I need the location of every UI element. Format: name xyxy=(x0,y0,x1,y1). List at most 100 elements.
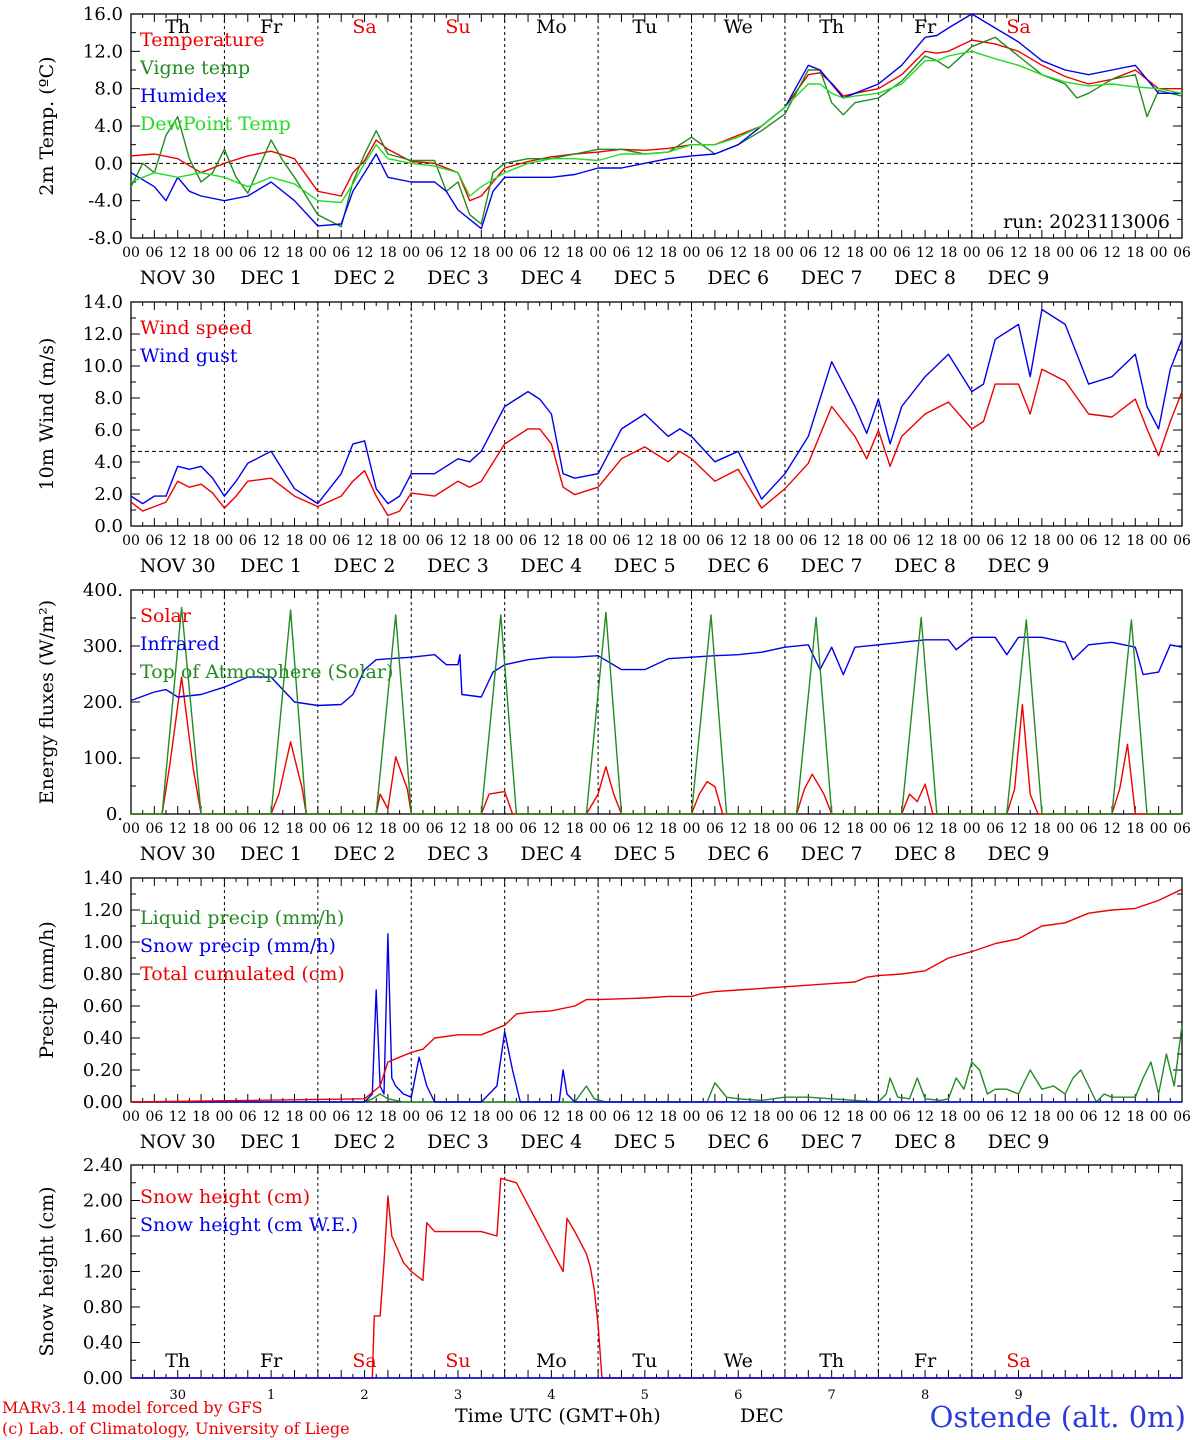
model-credit-line1: MARv3.14 model forced by GFS xyxy=(2,1398,263,1417)
hour-tick-label: 12 xyxy=(356,821,374,837)
date-label: DEC 6 xyxy=(707,843,769,865)
hour-tick-label: 12 xyxy=(262,821,280,837)
weekday-label: Fr xyxy=(260,1350,283,1372)
y-tick-label: 2.40 xyxy=(83,1155,123,1176)
hour-tick-label: 06 xyxy=(799,821,817,837)
y-tick-label: 400. xyxy=(83,580,123,601)
weekday-label: Sa xyxy=(1006,16,1030,38)
date-label: DEC 1 xyxy=(240,267,302,289)
date-label: NOV 30 xyxy=(140,267,216,289)
hour-tick-label: 00 xyxy=(309,533,327,549)
date-label: DEC 6 xyxy=(707,555,769,577)
series-line-infrared xyxy=(130,636,1183,707)
hour-tick-label: 18 xyxy=(846,821,864,837)
hour-tick-label: 06 xyxy=(519,1109,537,1125)
date-label: DEC 9 xyxy=(988,843,1050,865)
hour-tick-label: 12 xyxy=(916,245,934,261)
hour-tick-label: 06 xyxy=(1173,533,1191,549)
legend-entry: Temperature xyxy=(140,29,264,51)
hour-tick-label: 06 xyxy=(613,821,631,837)
hour-tick-label: 18 xyxy=(286,1109,304,1125)
date-label: DEC 5 xyxy=(614,1131,676,1153)
hour-tick-label: 00 xyxy=(589,245,607,261)
date-label: DEC 2 xyxy=(334,843,396,865)
y-tick-label: 12.0 xyxy=(83,324,123,345)
hour-tick-label: 00 xyxy=(122,245,140,261)
hour-tick-label: 12 xyxy=(729,821,747,837)
hour-tick-label: 12 xyxy=(636,245,654,261)
y-axis-label: 10m Wind (m/s) xyxy=(36,338,58,491)
day-number-label: 7 xyxy=(828,1388,836,1403)
date-label: DEC 9 xyxy=(988,267,1050,289)
date-label: DEC 5 xyxy=(614,555,676,577)
hour-tick-label: 12 xyxy=(823,1109,841,1125)
y-tick-label: -4.0 xyxy=(88,191,123,212)
series-line-total-cumulated-cm- xyxy=(130,888,1183,1103)
hour-tick-label: 06 xyxy=(426,533,444,549)
hour-tick-label: 00 xyxy=(776,1109,794,1125)
hour-tick-label: 06 xyxy=(145,245,163,261)
hour-tick-label: 18 xyxy=(1033,1109,1051,1125)
hour-tick-label: 06 xyxy=(893,821,911,837)
panel-3: 0. 100. 200. 300. 400. Energy fluxes (W/m²) So… xyxy=(36,580,1191,865)
y-tick-label: 0.00 xyxy=(83,1368,123,1389)
hour-tick-label: 12 xyxy=(1010,821,1028,837)
date-label: DEC 3 xyxy=(427,555,489,577)
weekday-label: Sa xyxy=(1006,1350,1030,1372)
day-number-label: 3 xyxy=(454,1388,462,1403)
hour-tick-label: 00 xyxy=(683,533,701,549)
hour-tick-label: 18 xyxy=(472,245,490,261)
y-tick-label: -8.0 xyxy=(88,228,123,249)
hour-tick-label: 18 xyxy=(1126,245,1144,261)
hour-tick-label: 00 xyxy=(122,821,140,837)
hour-tick-label: 12 xyxy=(1010,533,1028,549)
hour-tick-label: 12 xyxy=(262,1109,280,1125)
date-label: DEC 4 xyxy=(521,1131,583,1153)
date-label: DEC 6 xyxy=(707,267,769,289)
hour-tick-label: 12 xyxy=(1010,245,1028,261)
hour-tick-label: 12 xyxy=(823,821,841,837)
hour-tick-label: 00 xyxy=(1056,533,1074,549)
hour-tick-label: 12 xyxy=(636,1109,654,1125)
weekday-label: We xyxy=(724,1350,753,1372)
y-tick-label: 0.0 xyxy=(94,516,123,537)
hour-tick-label: 06 xyxy=(239,245,257,261)
y-tick-label: 0.40 xyxy=(83,1333,123,1354)
date-label: DEC 3 xyxy=(427,267,489,289)
run-annotation: run: 2023113006 xyxy=(1003,211,1170,233)
hour-tick-label: 18 xyxy=(379,821,397,837)
hour-tick-label: 18 xyxy=(1126,821,1144,837)
hour-tick-label: 00 xyxy=(402,821,420,837)
series-line-wind-gust xyxy=(130,308,1183,505)
y-tick-label: 1.20 xyxy=(83,900,123,921)
hour-tick-label: 06 xyxy=(706,533,724,549)
date-label: NOV 30 xyxy=(140,1131,216,1153)
hour-tick-label: 06 xyxy=(1080,1109,1098,1125)
hour-tick-label: 00 xyxy=(122,533,140,549)
hour-tick-label: 06 xyxy=(706,821,724,837)
y-tick-label: 0.0 xyxy=(94,153,123,174)
hour-tick-label: 00 xyxy=(216,245,234,261)
series-line-dewpoint-temp xyxy=(130,50,1183,204)
hour-tick-label: 18 xyxy=(1033,245,1051,261)
hour-tick-label: 12 xyxy=(356,1109,374,1125)
hour-tick-label: 06 xyxy=(799,1109,817,1125)
date-label: DEC 8 xyxy=(894,555,956,577)
date-label: DEC 5 xyxy=(614,843,676,865)
hour-tick-label: 06 xyxy=(519,533,537,549)
weekday-label: Fr xyxy=(260,16,283,38)
date-label: DEC 1 xyxy=(240,1131,302,1153)
hour-tick-label: 18 xyxy=(286,821,304,837)
date-label: DEC 2 xyxy=(334,267,396,289)
hour-tick-label: 12 xyxy=(449,533,467,549)
weekday-label: We xyxy=(724,16,753,38)
series-line-solar xyxy=(131,676,1182,815)
weekday-label: Tu xyxy=(632,1350,657,1372)
hour-tick-label: 12 xyxy=(356,245,374,261)
date-label: DEC 6 xyxy=(707,1131,769,1153)
hour-tick-label: 06 xyxy=(986,821,1004,837)
hour-tick-label: 06 xyxy=(1173,245,1191,261)
hour-tick-label: 06 xyxy=(986,1109,1004,1125)
hour-tick-label: 18 xyxy=(659,245,677,261)
hour-tick-label: 06 xyxy=(1173,1109,1191,1125)
